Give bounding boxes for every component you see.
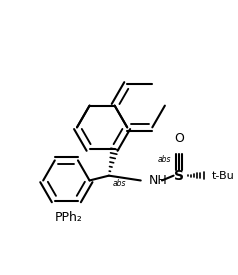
Text: S: S <box>174 169 184 183</box>
Text: PPh₂: PPh₂ <box>54 211 82 224</box>
Text: NH: NH <box>149 174 167 187</box>
Text: O: O <box>174 132 184 145</box>
Text: t-Bu: t-Bu <box>211 171 234 181</box>
Text: abs: abs <box>113 178 126 188</box>
Text: abs: abs <box>158 155 172 164</box>
